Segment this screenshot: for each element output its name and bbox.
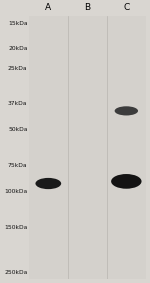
Ellipse shape bbox=[111, 174, 142, 189]
Text: A: A bbox=[45, 3, 51, 12]
Ellipse shape bbox=[115, 106, 138, 115]
Ellipse shape bbox=[35, 178, 61, 189]
Text: B: B bbox=[84, 3, 90, 12]
Text: C: C bbox=[123, 3, 129, 12]
